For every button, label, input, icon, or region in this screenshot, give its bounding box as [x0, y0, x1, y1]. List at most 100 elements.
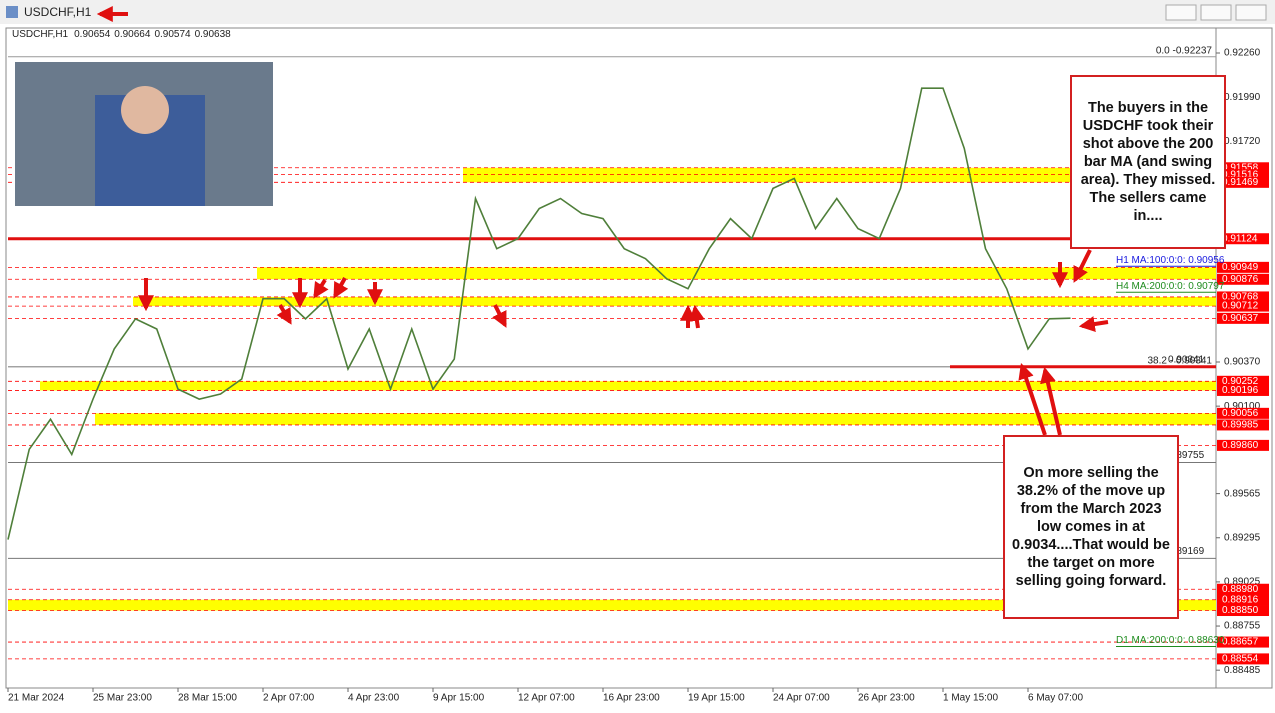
x-tick-label: 12 Apr 07:00	[518, 693, 575, 704]
x-tick-label: 4 Apr 23:00	[348, 693, 400, 704]
high: 0.90664	[114, 29, 151, 40]
price-label-box	[1217, 375, 1269, 387]
price-label-box	[1217, 594, 1269, 606]
price-label: 0.88554	[1222, 654, 1259, 665]
price-label: 0.90196	[1222, 385, 1259, 396]
price-label: 0.90056	[1222, 408, 1259, 419]
zone	[463, 167, 1216, 183]
x-tick-label: 24 Apr 07:00	[773, 693, 830, 704]
arrow	[1018, 362, 1047, 436]
x-tick-label: 6 May 07:00	[1028, 693, 1083, 704]
arrow	[1078, 316, 1109, 332]
price-label: 0.91516	[1222, 169, 1259, 180]
price-label-box	[1217, 312, 1269, 324]
arrow	[1040, 366, 1062, 436]
price-label-box	[1217, 162, 1269, 174]
price-label-box	[1217, 384, 1269, 396]
price-label-box	[1217, 653, 1269, 665]
level-label: 0.90341	[1168, 354, 1205, 365]
fib-label: 38.2 - 0.90341	[1148, 355, 1213, 366]
window-icon	[6, 6, 18, 18]
price-label-box	[1217, 419, 1269, 431]
y-tick-label: 0.89025	[1224, 577, 1261, 588]
price-label: 0.89860	[1222, 440, 1259, 451]
close: 0.90638	[195, 29, 232, 40]
y-tick-label: 0.90370	[1224, 357, 1261, 368]
x-tick-label: 21 Mar 2024	[8, 693, 65, 704]
ma-label: H4 MA:200:0:0: 0.90797	[1116, 281, 1225, 292]
x-tick-label: 28 Mar 15:00	[178, 693, 237, 704]
low: 0.90574	[154, 29, 191, 40]
price-label: 0.90768	[1222, 292, 1259, 303]
y-tick-label: 0.88485	[1224, 665, 1261, 676]
close-button[interactable]	[1235, 4, 1267, 21]
price-label-box	[1217, 233, 1269, 245]
price-label-box	[1217, 300, 1269, 312]
minimize-button[interactable]	[1165, 4, 1197, 21]
y-tick-label: 0.91990	[1224, 92, 1261, 103]
zone	[257, 267, 1216, 280]
arrow	[688, 304, 705, 329]
symbol: USDCHF,H1	[12, 29, 69, 40]
price-label: 0.89985	[1222, 420, 1259, 431]
annotation: The buyers in the USDCHF took their shot…	[1070, 75, 1226, 249]
price-line	[7, 87, 1071, 540]
y-tick-label: 0.91720	[1224, 136, 1261, 147]
price-label-box	[1217, 291, 1269, 303]
zone	[8, 599, 1216, 611]
y-tick-label: 0.92260	[1224, 48, 1261, 59]
zone	[133, 296, 1216, 307]
x-tick-label: 26 Apr 23:00	[858, 693, 915, 704]
x-tick-label: 2 Apr 07:00	[263, 693, 315, 704]
x-tick-label: 25 Mar 23:00	[93, 693, 152, 704]
level-label: 0.89169	[1168, 546, 1205, 557]
price-label: 0.90252	[1222, 376, 1259, 387]
arrows	[138, 249, 1109, 436]
price-label-box	[1217, 176, 1269, 188]
price-label: 0.90949	[1222, 262, 1259, 273]
price-label: 0.91124	[1222, 233, 1258, 244]
x-tick-label: 1 May 15:00	[943, 693, 998, 704]
arrow	[276, 303, 292, 325]
presenter-head	[121, 86, 169, 134]
level-label: 0.89755	[1168, 450, 1205, 461]
x-tick-label: 16 Apr 23:00	[603, 693, 660, 704]
price-label: 0.88916	[1222, 594, 1259, 605]
fib-label: 0.0 -0.92237	[1156, 45, 1213, 56]
y-tick-label: 0.89565	[1224, 488, 1261, 499]
price-label: 0.90637	[1222, 313, 1259, 324]
price-label-box	[1217, 261, 1269, 273]
price-label: 0.88980	[1222, 584, 1259, 595]
y-tick-label: 0.89295	[1224, 532, 1261, 543]
arrow	[492, 304, 507, 328]
price-label: 0.91558	[1222, 162, 1259, 173]
ma-label: H1 MA:100:0:0: 0.90956	[1116, 255, 1225, 266]
price-label: 0.90876	[1222, 274, 1259, 285]
annotation: On more selling the 38.2% of the move up…	[1003, 435, 1179, 619]
arrow	[1073, 249, 1092, 283]
x-tick-label: 9 Apr 15:00	[433, 693, 485, 704]
zone	[40, 381, 1216, 391]
price-label-box	[1217, 273, 1269, 285]
price-label-box	[1217, 605, 1269, 617]
open: 0.90654	[74, 29, 111, 40]
zone	[95, 413, 1216, 425]
y-tick-label: 0.90100	[1224, 401, 1261, 412]
arrow	[333, 277, 349, 299]
chart-header: USDCHF,H1 0.90654 0.90664 0.90574 0.90638	[12, 29, 231, 40]
price-label-box	[1217, 169, 1269, 181]
price-label: 0.88657	[1222, 637, 1259, 648]
arrow	[313, 278, 329, 299]
price-label-box	[1217, 407, 1269, 419]
price-label-box	[1217, 636, 1269, 648]
title-bar	[0, 0, 1275, 24]
price-label: 0.88850	[1222, 605, 1259, 616]
x-tick-label: 19 Apr 15:00	[688, 693, 745, 704]
maximize-button[interactable]	[1200, 4, 1232, 21]
price-label-box	[1217, 583, 1269, 595]
window-title: USDCHF,H1	[24, 5, 92, 19]
price-label-box	[1217, 439, 1269, 451]
price-label: 0.90712	[1222, 301, 1259, 312]
